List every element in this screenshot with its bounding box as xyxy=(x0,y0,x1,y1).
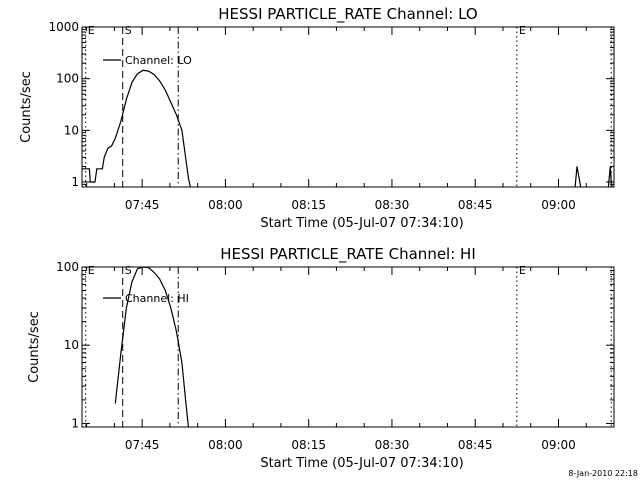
legend-label: Channel: HI xyxy=(125,292,189,305)
y-tick-label: 10 xyxy=(64,338,79,352)
chart-title: HESSI PARTICLE_RATE Channel: HI xyxy=(220,245,476,264)
x-tick-label: 08:30 xyxy=(375,438,410,452)
plot-frame xyxy=(81,26,615,188)
plot-frame xyxy=(81,266,615,428)
x-tick-label: 08:45 xyxy=(458,438,493,452)
marker-label: S xyxy=(125,24,132,37)
marker-label: E xyxy=(519,264,526,277)
series-line xyxy=(82,69,191,187)
series-line xyxy=(574,166,582,187)
series-group xyxy=(82,69,613,187)
marker-label: E xyxy=(88,24,95,37)
x-axis-label: Start Time (05-Jul-07 07:34:10) xyxy=(260,216,463,231)
x-tick-label: 08:15 xyxy=(291,438,326,452)
x-tick-label: 08:45 xyxy=(458,198,493,212)
marker-label: E xyxy=(88,264,95,277)
series-line xyxy=(607,166,613,187)
legend-label: Channel: LO xyxy=(125,54,192,67)
x-tick-label: 09:00 xyxy=(541,438,576,452)
y-tick-label: 10 xyxy=(64,123,79,137)
y-axis-label: Counts/sec xyxy=(19,71,34,143)
series-line xyxy=(114,267,189,427)
x-tick-label: 09:00 xyxy=(541,198,576,212)
date-stamp: 8-Jan-2010 22:18 xyxy=(568,469,638,478)
chart-title: HESSI PARTICLE_RATE Channel: LO xyxy=(218,5,477,24)
y-axis-label: Counts/sec xyxy=(27,311,42,383)
marker-label: E xyxy=(519,24,526,37)
x-tick-label: 07:45 xyxy=(125,438,160,452)
y-tick-label: 100 xyxy=(56,72,79,86)
x-tick-label: 08:30 xyxy=(375,198,410,212)
x-tick-label: 08:00 xyxy=(208,438,243,452)
y-tick-label: 100 xyxy=(56,260,79,274)
x-tick-label: 07:45 xyxy=(125,198,160,212)
x-tick-label: 08:15 xyxy=(291,198,326,212)
x-axis-label: Start Time (05-Jul-07 07:34:10) xyxy=(260,456,463,471)
series-group xyxy=(114,267,189,427)
y-tick-label: 1000 xyxy=(48,20,79,34)
chart-2: HESSI PARTICLE_RATE Channel: HI 1 10 100 07:… xyxy=(27,245,615,471)
y-tick-label: 1 xyxy=(71,416,79,430)
chart-1: HESSI PARTICLE_RATE Channel: LO 1 10 100 100… xyxy=(19,5,615,231)
marker-label: S xyxy=(125,264,132,277)
y-tick-label: 1 xyxy=(71,175,79,189)
x-tick-label: 08:00 xyxy=(208,198,243,212)
